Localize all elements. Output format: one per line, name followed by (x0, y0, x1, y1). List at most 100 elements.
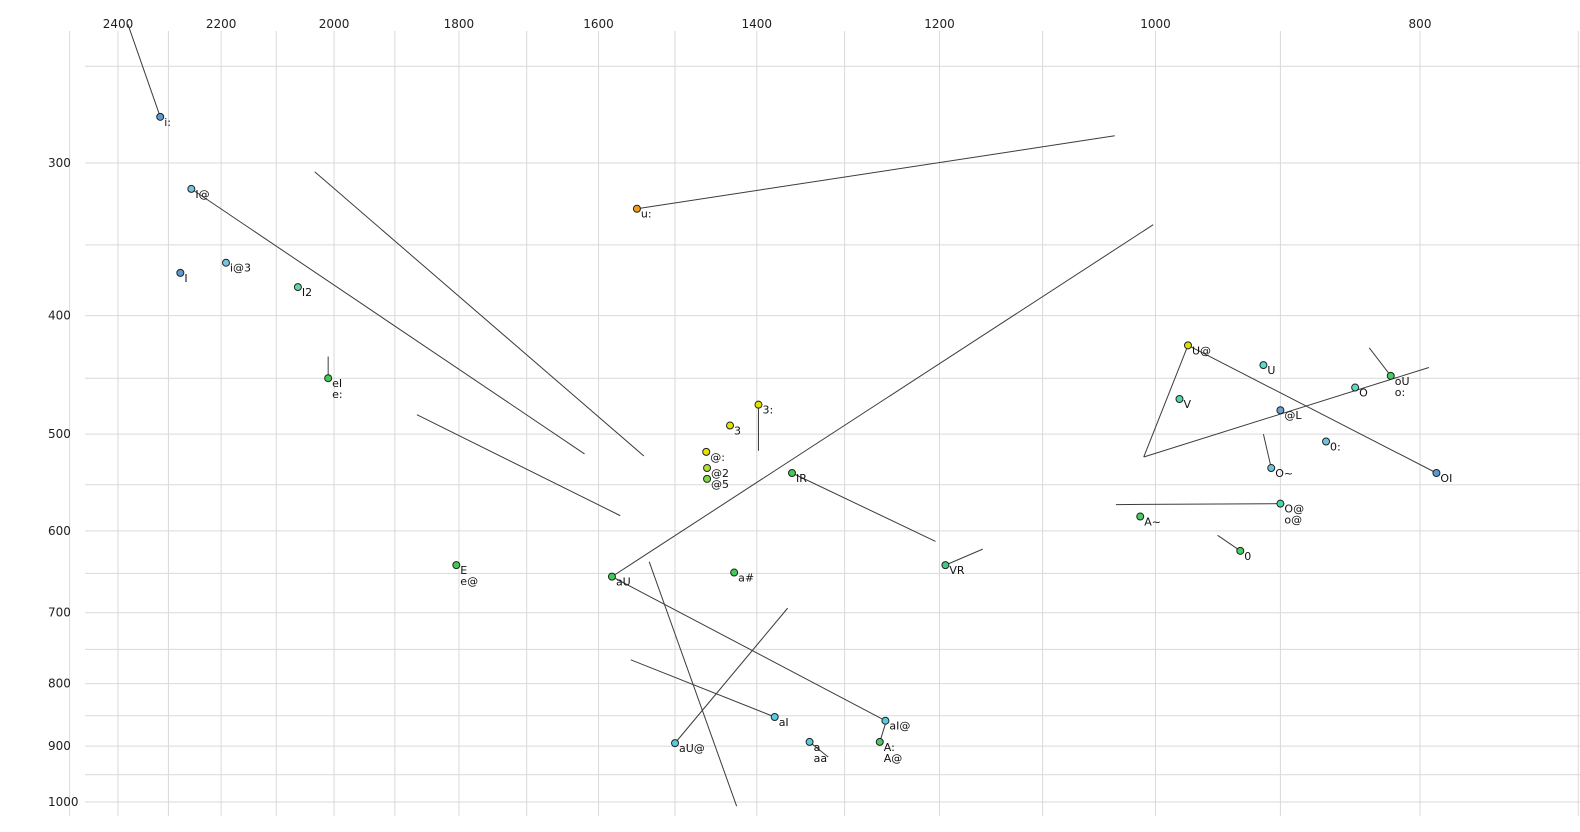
vowel-point[interactable] (788, 468, 797, 477)
vowel-label: aU@ (679, 742, 705, 755)
vowel-label: oU (1395, 375, 1410, 388)
x-tick-label: 2000 (319, 17, 350, 31)
vowel-point[interactable] (881, 716, 890, 725)
vowel-point[interactable] (770, 712, 779, 721)
trajectory-line (630, 659, 775, 718)
vowel-point[interactable] (607, 572, 616, 581)
vowel-point[interactable] (805, 737, 814, 746)
vowel-label: o: (1395, 386, 1405, 399)
vowel-label: I (184, 272, 187, 285)
vowel-point[interactable] (941, 561, 950, 570)
vowel-label: I2 (302, 286, 312, 299)
trajectory-line (945, 548, 983, 566)
vowel-point[interactable] (452, 561, 461, 570)
vowel-label: a (814, 741, 821, 754)
vowel-point[interactable] (730, 568, 739, 577)
vowel-label: 3: (762, 404, 773, 417)
vowel-label: OI (1440, 472, 1452, 485)
trajectory-line (1262, 434, 1272, 469)
vowel-point[interactable] (1276, 406, 1285, 415)
vowel-label: aI@ (889, 720, 910, 733)
vowel-point[interactable] (1183, 341, 1192, 350)
vowel-point[interactable] (702, 447, 711, 456)
y-tick-label: 400 (48, 309, 71, 323)
trajectory-line (416, 414, 621, 517)
vowel-point[interactable] (324, 374, 333, 383)
trajectory-line (314, 171, 645, 457)
vowel-label: @: (710, 451, 725, 464)
trajectory-line (674, 607, 789, 744)
vowel-point[interactable] (725, 421, 734, 430)
vowel-point[interactable] (1432, 468, 1441, 477)
vowel-point[interactable] (1276, 499, 1285, 508)
vowel-label: o@ (1284, 514, 1302, 527)
vowel-label: A@ (884, 752, 903, 765)
vowel-point[interactable] (1322, 437, 1331, 446)
vowel-point[interactable] (221, 258, 230, 267)
vowel-label: aI (779, 716, 789, 729)
y-tick-label: 800 (48, 677, 71, 691)
vowel-point[interactable] (1267, 464, 1276, 473)
y-tick-label: 300 (48, 156, 71, 170)
y-tick-label: 1000 (48, 795, 79, 809)
trajectory-line (809, 741, 829, 758)
x-tick-label: 1400 (742, 17, 773, 31)
x-tick-label: 1000 (1140, 17, 1171, 31)
vowel-point[interactable] (1259, 361, 1268, 370)
trajectory-line (1115, 503, 1281, 506)
x-tick-label: 800 (1409, 17, 1432, 31)
x-tick-label: 1200 (924, 17, 955, 31)
vowel-label: A~ (1144, 516, 1161, 529)
y-tick-label: 900 (48, 739, 71, 753)
vowel-label: E (460, 564, 467, 577)
vowel-label: u: (641, 208, 652, 221)
vowel-point[interactable] (293, 283, 302, 292)
vowel-point[interactable] (703, 474, 712, 483)
trajectory-line (191, 188, 585, 455)
vowel-label: U (1267, 364, 1275, 377)
vowel-label: aa (814, 752, 827, 765)
trajectory-line (636, 135, 1115, 210)
vowel-point[interactable] (671, 739, 680, 748)
y-tick-label: 700 (48, 606, 71, 620)
vowel-label: @L (1284, 409, 1302, 422)
formant-chart: 2400 2200 2000 1800 1600 1400 1200 1000 800 300 40… (40, 16, 1580, 816)
vowel-point[interactable] (156, 112, 165, 121)
vowel-label: O (1359, 387, 1368, 400)
y-tick-label: 500 (48, 427, 71, 441)
vowel-point[interactable] (875, 737, 884, 746)
trajectory-line (611, 224, 1154, 578)
vowel-label: eI (332, 377, 342, 390)
vowel-label: e@ (460, 575, 478, 588)
vowel-label: 0: (1330, 440, 1341, 453)
trajectory-line (127, 24, 161, 117)
y-tick-label: 600 (48, 524, 71, 538)
vowel-point[interactable] (187, 184, 196, 193)
vowel-label: IR (796, 472, 807, 485)
vowel-point[interactable] (1136, 512, 1145, 521)
vowel-label: @2 (711, 467, 729, 480)
trajectory-line (1143, 345, 1189, 458)
vowel-point[interactable] (754, 400, 763, 409)
vowel-point[interactable] (703, 464, 712, 473)
formant-chart-canvas: 2400 2200 2000 1800 1600 1400 1200 1000 800 300 40… (48, 17, 1580, 816)
trajectory-line (1217, 534, 1241, 552)
vowel-point[interactable] (1175, 395, 1184, 404)
trajectory-line (611, 576, 886, 722)
trajectory-line (1368, 347, 1392, 377)
vowel-point[interactable] (176, 268, 185, 277)
vowel-point[interactable] (1351, 383, 1360, 392)
vowel-point[interactable] (632, 204, 641, 213)
vowel-label: O~ (1275, 467, 1293, 480)
vowel-label: i: (164, 116, 171, 129)
vowel-label: 3 (734, 425, 741, 438)
trajectory-line (1187, 344, 1437, 474)
vowel-label: e: (332, 388, 342, 401)
vowel-point[interactable] (1386, 371, 1395, 380)
trajectory-line (1143, 366, 1430, 458)
vowel-label: U@ (1192, 344, 1211, 357)
vowel-point[interactable] (1236, 546, 1245, 555)
x-tick-label: 1600 (583, 17, 614, 31)
vowel-label: @5 (711, 478, 729, 491)
trajectory-line (791, 472, 936, 542)
